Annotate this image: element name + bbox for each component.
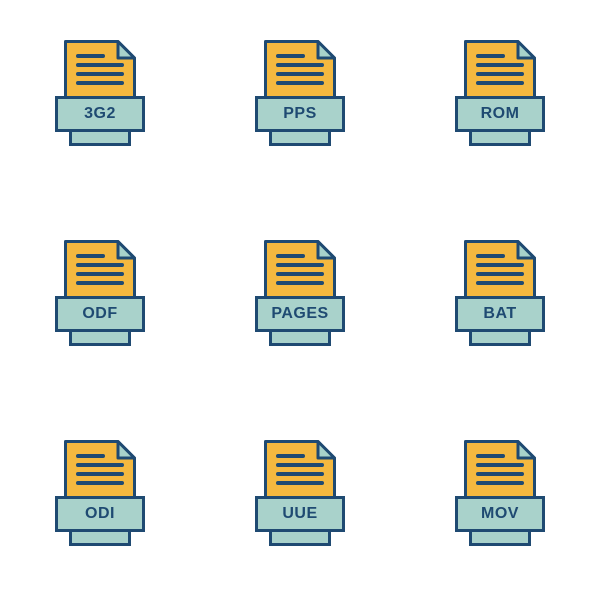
file-type-text: PAGES bbox=[271, 305, 328, 323]
file-icon-mov: MOV bbox=[455, 440, 545, 560]
text-lines-icon bbox=[76, 254, 124, 290]
text-lines-icon bbox=[476, 54, 524, 90]
file-icon-odi: ODI bbox=[55, 440, 145, 560]
file-type-text: MOV bbox=[481, 505, 519, 523]
file-type-text: BAT bbox=[483, 305, 516, 323]
tray-icon bbox=[269, 332, 331, 346]
file-icon-pages: PAGES bbox=[255, 240, 345, 360]
file-type-label: 3G2 bbox=[55, 96, 145, 132]
file-type-text: ODF bbox=[82, 305, 117, 323]
text-lines-icon bbox=[476, 254, 524, 290]
file-icon-rom: ROM bbox=[455, 40, 545, 160]
text-lines-icon bbox=[276, 254, 324, 290]
file-type-text: 3G2 bbox=[84, 105, 116, 123]
file-icon-uue: UUE bbox=[255, 440, 345, 560]
text-lines-icon bbox=[276, 454, 324, 490]
text-lines-icon bbox=[476, 454, 524, 490]
file-type-text: PPS bbox=[283, 105, 317, 123]
file-icon-cell: MOV bbox=[400, 400, 600, 600]
file-type-label: PAGES bbox=[255, 296, 345, 332]
file-icon-cell: PAGES bbox=[200, 200, 400, 400]
file-type-text: UUE bbox=[282, 505, 317, 523]
file-icon-cell: 3G2 bbox=[0, 0, 200, 200]
tray-icon bbox=[69, 132, 131, 146]
tray-icon bbox=[269, 532, 331, 546]
tray-icon bbox=[69, 332, 131, 346]
file-icon-cell: ODI bbox=[0, 400, 200, 600]
tray-icon bbox=[469, 532, 531, 546]
file-icon-odf: ODF bbox=[55, 240, 145, 360]
file-type-label: BAT bbox=[455, 296, 545, 332]
file-type-text: ROM bbox=[481, 105, 520, 123]
file-icon-cell: BAT bbox=[400, 200, 600, 400]
file-icon-3g2: 3G2 bbox=[55, 40, 145, 160]
file-icon-cell: ODF bbox=[0, 200, 200, 400]
file-type-icon-grid: 3G2 PPS bbox=[0, 0, 600, 600]
tray-icon bbox=[269, 132, 331, 146]
tray-icon bbox=[69, 532, 131, 546]
file-icon-pps: PPS bbox=[255, 40, 345, 160]
tray-icon bbox=[469, 332, 531, 346]
file-type-label: PPS bbox=[255, 96, 345, 132]
file-icon-cell: PPS bbox=[200, 0, 400, 200]
file-icon-cell: UUE bbox=[200, 400, 400, 600]
tray-icon bbox=[469, 132, 531, 146]
file-type-label: MOV bbox=[455, 496, 545, 532]
file-type-label: UUE bbox=[255, 496, 345, 532]
file-type-label: ROM bbox=[455, 96, 545, 132]
file-icon-bat: BAT bbox=[455, 240, 545, 360]
file-type-label: ODI bbox=[55, 496, 145, 532]
text-lines-icon bbox=[76, 54, 124, 90]
text-lines-icon bbox=[76, 454, 124, 490]
file-type-text: ODI bbox=[85, 505, 115, 523]
text-lines-icon bbox=[276, 54, 324, 90]
file-icon-cell: ROM bbox=[400, 0, 600, 200]
file-type-label: ODF bbox=[55, 296, 145, 332]
